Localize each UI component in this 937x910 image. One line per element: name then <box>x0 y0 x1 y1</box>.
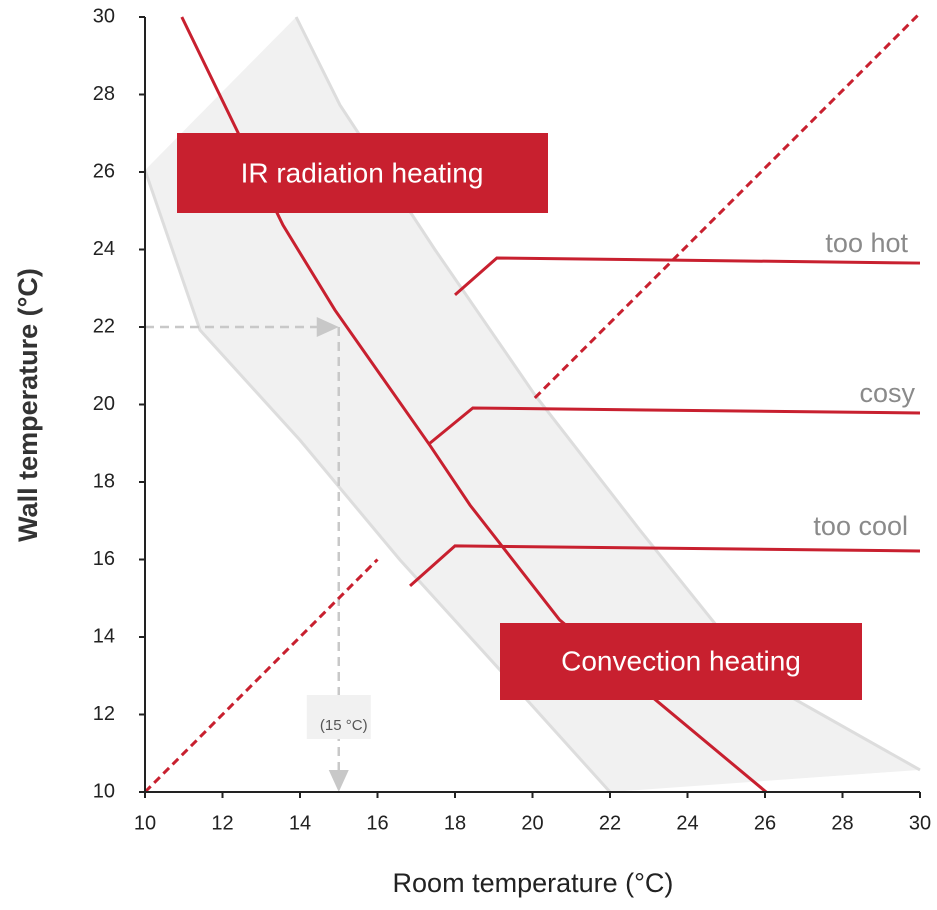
axes: 10 12 14 16 18 20 22 24 26 28 30 10 12 14 16 18 20 22 24 26… <box>93 5 931 834</box>
y-tick-label: 24 <box>93 238 115 260</box>
guide-arrow <box>328 770 349 792</box>
y-tick-label: 12 <box>93 703 115 725</box>
y-tick-label: 16 <box>93 548 115 570</box>
y-tick-label: 10 <box>93 780 115 802</box>
line <box>409 544 921 587</box>
zone-label: cosy <box>859 378 915 408</box>
x-axis-label: Room temperature (°C) <box>393 868 674 898</box>
line <box>454 256 921 296</box>
annotation: Convection heating <box>561 645 801 676</box>
x-tick-label: 20 <box>521 812 543 834</box>
x-tick-label: 12 <box>211 812 233 834</box>
annotation-box <box>500 623 862 700</box>
x-tick-label: 28 <box>831 812 853 834</box>
y-tick-label: 20 <box>93 393 115 415</box>
line <box>180 16 768 794</box>
zone-label: too cool <box>813 511 908 541</box>
guide: (15 °C) <box>145 317 371 792</box>
y-tick-label: 28 <box>93 83 115 105</box>
guide-label: (15 °C) <box>320 717 368 734</box>
y-tick-label: 26 <box>93 160 115 182</box>
line <box>428 406 921 445</box>
zone-label: too hot <box>825 228 908 258</box>
x-tick-label: 22 <box>599 812 621 834</box>
annotation-box <box>177 133 548 213</box>
series <box>143 12 922 794</box>
guide-label-bg <box>306 695 371 739</box>
x-tick-label: 30 <box>909 812 931 834</box>
y-tick-label: 18 <box>93 470 115 492</box>
x-tick-label: 26 <box>754 812 776 834</box>
x-tick-label: 14 <box>289 812 311 834</box>
y-tick-label: 30 <box>93 5 115 27</box>
x-tick-label: 24 <box>676 812 698 834</box>
guide-arrow <box>316 317 339 337</box>
y-tick-label: 22 <box>93 315 115 337</box>
x-tick-label: 18 <box>444 812 466 834</box>
x-tick-label: 10 <box>134 812 156 834</box>
y-tick-label: 14 <box>93 625 115 647</box>
y-axis-label: Wall temperature (°C) <box>13 268 43 542</box>
dashed-line <box>143 12 922 794</box>
x-tick-label: 16 <box>366 812 388 834</box>
annotation: IR radiation heating <box>241 157 484 188</box>
